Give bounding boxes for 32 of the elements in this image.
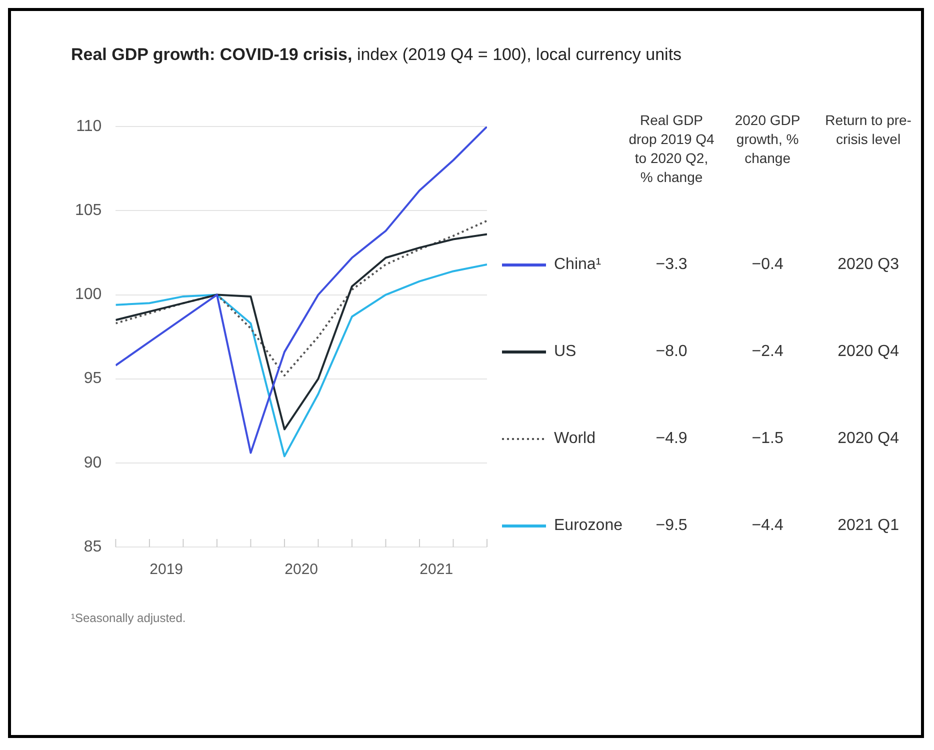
text: −4.9 [654,428,688,448]
text: 2020 Q4 [836,342,900,362]
text: −0.4 [750,254,784,274]
text: Return to pre-crisis level [824,111,912,149]
legend-label: China¹ [554,256,602,272]
y-tick-label: 100 [74,286,102,304]
x-tick-label: 2021 [420,561,454,578]
text: 2020 Q4 [836,428,900,448]
text: −1.5 [750,428,784,448]
line-series [116,220,487,376]
y-tick-label: 95 [84,370,102,388]
text: 2020 GDP growth, % change [734,111,802,168]
text: Real GDP drop 2019 Q4 to 2020 Q2, % change [628,111,716,187]
text: 2020 Q3 [836,254,900,274]
y-tick-label: 105 [74,202,102,220]
x-tick-label: 2020 [284,561,318,578]
text: ¹Seasonally adjusted. [71,611,186,625]
text: −9.5 [654,516,688,536]
y-tick-label: 90 [84,454,102,472]
text: −2.4 [750,342,784,362]
x-tick-label: 2019 [150,561,184,578]
text: 2021 Q1 [836,516,900,536]
chart-title: Real GDP growth: COVID-19 crisis, [71,45,352,64]
text: −4.4 [750,516,784,536]
y-tick-label: 85 [84,538,102,556]
y-tick-label: 110 [76,118,102,136]
legend-label: Eurozone [554,516,622,534]
text: −8.0 [654,342,688,362]
text: −3.3 [654,254,688,274]
legend-label: US [554,342,576,360]
legend-label: World [554,430,596,446]
chart-subtitle: index (2019 Q4 = 100), local currency units [356,45,682,64]
